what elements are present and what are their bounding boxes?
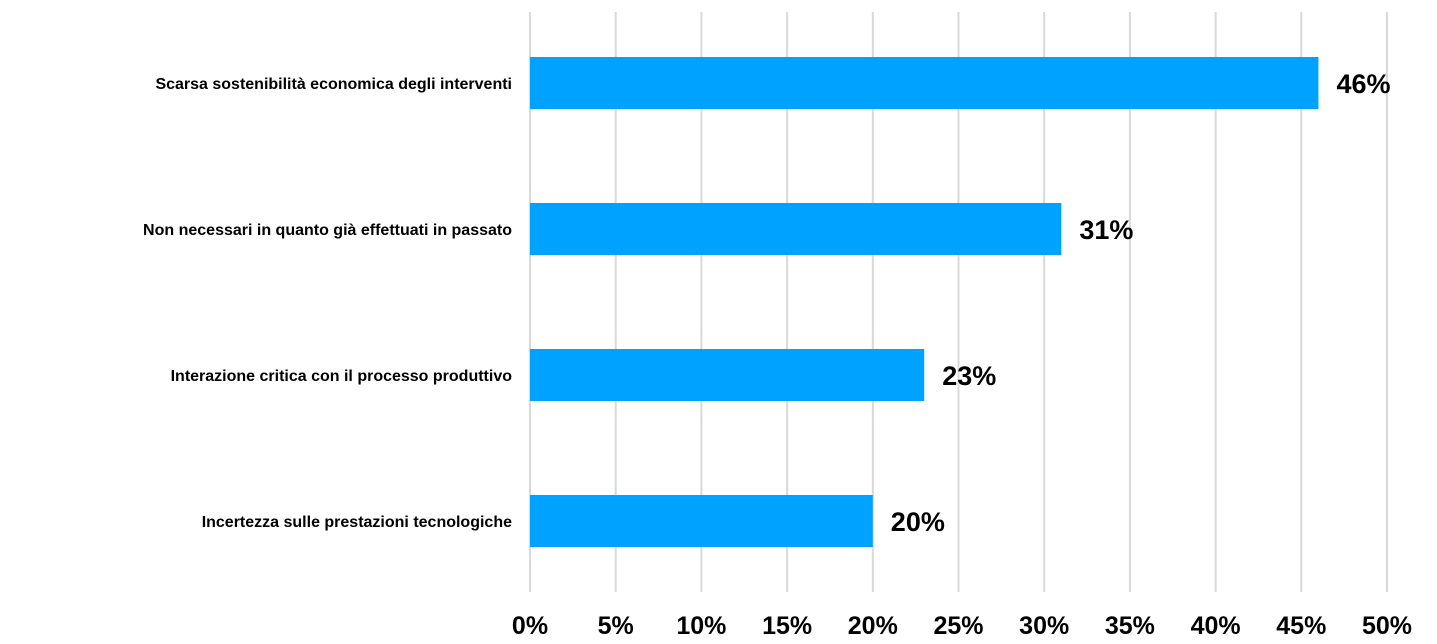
- x-tick-label: 5%: [598, 612, 634, 640]
- x-tick-label: 20%: [848, 612, 898, 640]
- x-tick-label: 45%: [1276, 612, 1326, 640]
- x-tick-label: 35%: [1105, 612, 1155, 640]
- category-label: Non necessari in quanto già effettuati i…: [143, 222, 512, 239]
- data-label: 20%: [891, 507, 945, 537]
- data-label: 23%: [942, 361, 996, 391]
- x-tick-label: 15%: [762, 612, 812, 640]
- bar: [530, 349, 925, 401]
- x-tick-label: 40%: [1191, 612, 1241, 640]
- category-label: Incertezza sulle prestazioni tecnologich…: [202, 514, 512, 531]
- x-tick-label: 30%: [1019, 612, 1069, 640]
- x-tick-label: 25%: [933, 612, 983, 640]
- x-tick-label: 0%: [512, 612, 548, 640]
- category-labels: Scarsa sostenibilità economica degli int…: [143, 76, 512, 531]
- x-tick-label: 50%: [1362, 612, 1412, 640]
- data-labels: 46% 31% 23% 20%: [891, 69, 1391, 537]
- data-label: 31%: [1079, 215, 1133, 245]
- x-axis-tick-labels: 0% 5% 10% 15% 20% 25% 30% 35% 40% 45% 50%: [512, 612, 1412, 640]
- bar: [530, 57, 1319, 109]
- x-tick-label: 10%: [676, 612, 726, 640]
- bar: [530, 203, 1062, 255]
- data-label: 46%: [1336, 69, 1390, 99]
- bar: [530, 495, 873, 547]
- category-label: Interazione critica con il processo prod…: [171, 368, 513, 385]
- category-label: Scarsa sostenibilità economica degli int…: [155, 76, 512, 93]
- bars: [530, 57, 1319, 547]
